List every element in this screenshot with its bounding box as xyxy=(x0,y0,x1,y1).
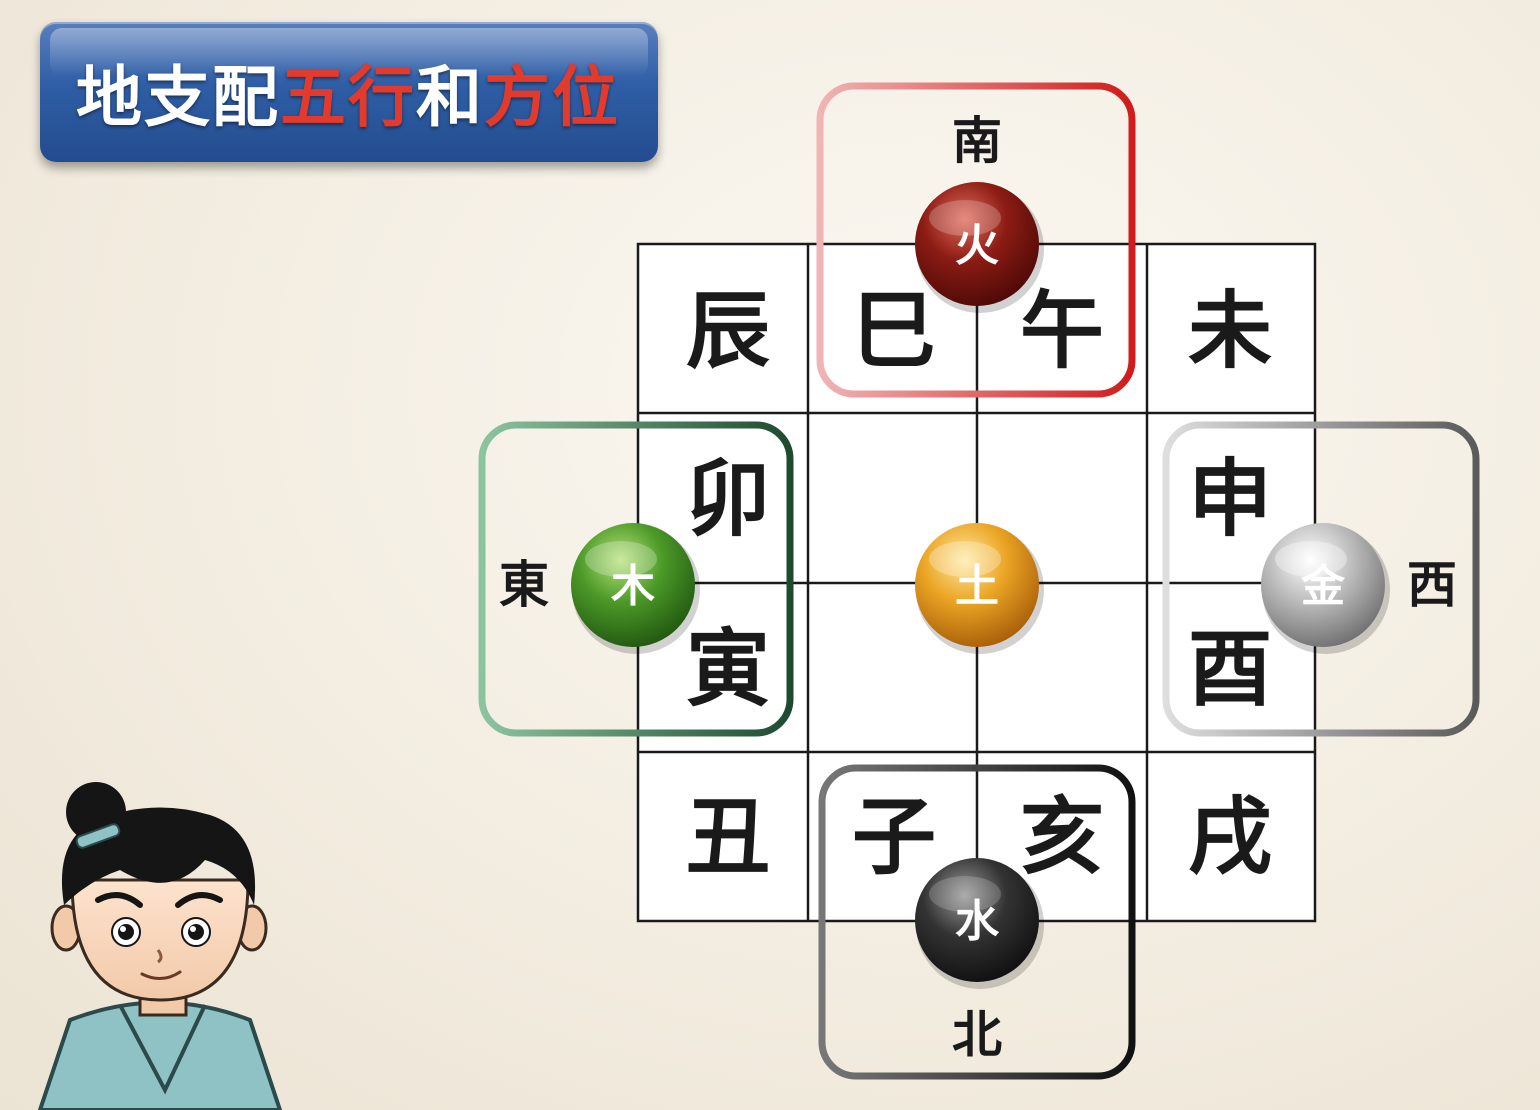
character-eyebrow-left xyxy=(95,892,143,908)
branch-you: 酉 xyxy=(1188,620,1272,718)
branch-xu: 戌 xyxy=(1188,788,1272,886)
character-hair-band xyxy=(75,823,121,849)
water-orb: 水 xyxy=(915,858,1044,989)
direction-west: 西 xyxy=(1407,556,1457,614)
fire-orb: 火 xyxy=(915,182,1044,313)
earth-orb: 土 xyxy=(915,523,1044,654)
branch-chou: 丑 xyxy=(686,788,770,886)
branch-hai: 亥 xyxy=(1020,788,1104,886)
east-frame xyxy=(478,421,794,737)
character-illustration xyxy=(37,782,283,1110)
title-part-3: 和 xyxy=(416,59,484,136)
character-nose xyxy=(156,949,163,964)
direction-east: 東 xyxy=(499,556,549,614)
west-frame xyxy=(1162,421,1480,737)
element-water: 水 xyxy=(955,896,1000,947)
branch-chen: 辰 xyxy=(686,282,770,380)
element-earth: 土 xyxy=(955,561,999,612)
branch-si: 巳 xyxy=(852,282,936,380)
metal-orb: 金 xyxy=(1261,523,1390,654)
branch-wei: 未 xyxy=(1188,282,1272,380)
character-collar xyxy=(118,1004,207,1095)
branch-shen: 申 xyxy=(1188,450,1272,548)
character-face xyxy=(70,878,250,1002)
title-gloss xyxy=(50,28,648,76)
title-part-2: 五行 xyxy=(280,59,416,136)
branch-yin: 寅 xyxy=(686,620,770,718)
element-metal: 金 xyxy=(1300,561,1346,612)
branch-mao: 卯 xyxy=(686,450,770,548)
title-banner: 地支配五行和方位 xyxy=(40,22,658,162)
title-part-4: 方位 xyxy=(484,59,620,136)
direction-north: 北 xyxy=(952,1006,1002,1064)
south-frame xyxy=(816,82,1136,398)
element-wood: 木 xyxy=(611,561,655,612)
wood-orb: 木 xyxy=(571,523,700,654)
character-robe xyxy=(37,1000,283,1110)
branch-wu: 午 xyxy=(1020,282,1104,380)
character-mouth xyxy=(140,970,182,980)
north-frame xyxy=(818,764,1136,1080)
element-fire: 火 xyxy=(955,220,999,271)
title-part-1: 地支配 xyxy=(76,59,280,136)
page-title: 地支配五行和方位 xyxy=(76,44,620,140)
branch-zi: 子 xyxy=(852,788,936,886)
direction-south: 南 xyxy=(952,112,1002,170)
character-eyebrow-right xyxy=(175,892,223,908)
